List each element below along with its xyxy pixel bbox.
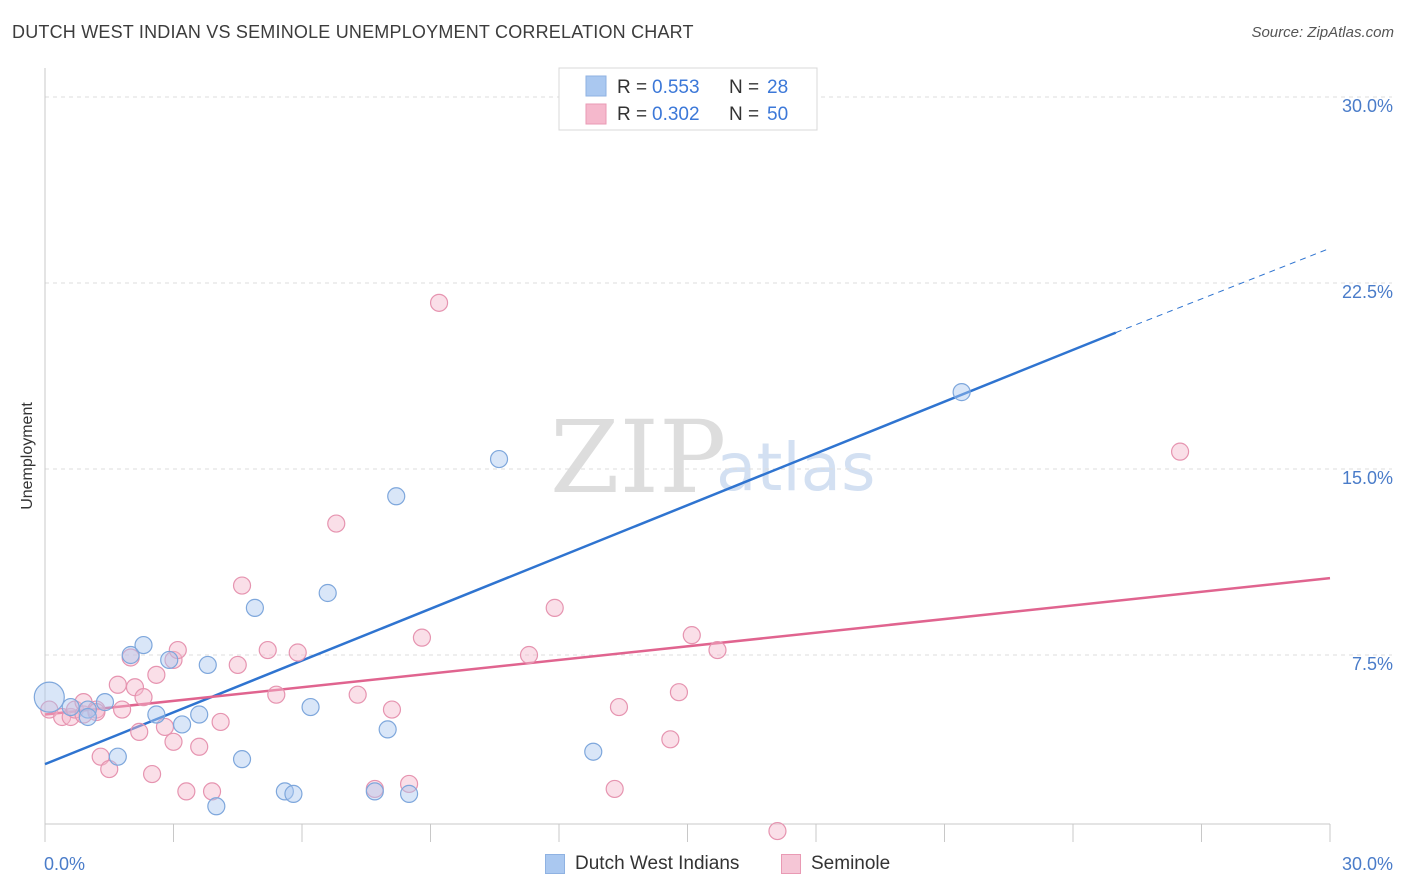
legend-swatch-seminole <box>781 854 801 874</box>
point-seminole <box>349 686 366 703</box>
point-dutch-west-indians <box>191 706 208 723</box>
point-seminole <box>268 686 285 703</box>
point-dutch-west-indians <box>366 783 383 800</box>
point-seminole <box>259 642 276 659</box>
watermark-atlas: atlas <box>716 429 876 506</box>
point-seminole <box>769 823 786 840</box>
legend-r-value-2: 0.302 <box>652 104 700 125</box>
data-points <box>34 294 1188 839</box>
point-seminole <box>328 515 345 532</box>
legend-r-label-1: R = <box>617 77 647 98</box>
point-seminole <box>165 733 182 750</box>
x-tick-label-max: 30.0% <box>1342 854 1393 874</box>
legend-item-seminole: Seminole <box>781 850 890 878</box>
point-seminole <box>670 684 687 701</box>
point-dutch-west-indians <box>388 488 405 505</box>
point-dutch-west-indians <box>96 694 113 711</box>
point-seminole <box>109 676 126 693</box>
point-dutch-west-indians <box>401 785 418 802</box>
trend-lines <box>45 248 1330 764</box>
point-seminole <box>610 699 627 716</box>
legend-n-label-1: N = <box>729 77 759 98</box>
point-seminole <box>1172 443 1189 460</box>
correlation-legend: R = 0.553 N = 28 R = 0.302 N = 50 <box>559 68 817 130</box>
point-seminole <box>144 766 161 783</box>
point-seminole <box>229 656 246 673</box>
legend-item-dutch-west-indians: Dutch West Indians <box>545 850 739 878</box>
point-seminole <box>135 689 152 706</box>
point-seminole <box>114 701 131 718</box>
point-dutch-west-indians <box>585 743 602 760</box>
point-seminole <box>131 723 148 740</box>
point-dutch-west-indians <box>302 699 319 716</box>
point-seminole <box>212 713 229 730</box>
point-seminole <box>521 647 538 664</box>
point-seminole <box>289 644 306 661</box>
x-tick-label-min: 0.0% <box>44 854 85 874</box>
point-dutch-west-indians <box>199 656 216 673</box>
legend-r-label-2: R = <box>617 104 647 125</box>
point-dutch-west-indians <box>208 798 225 815</box>
point-dutch-west-indians <box>62 699 79 716</box>
point-seminole <box>191 738 208 755</box>
legend-label-seminole: Seminole <box>811 853 890 875</box>
point-seminole <box>709 642 726 659</box>
trend-line-dutch-west-indians-extension <box>1116 248 1330 332</box>
point-seminole <box>606 780 623 797</box>
point-seminole <box>148 666 165 683</box>
point-dutch-west-indians <box>174 716 191 733</box>
point-dutch-west-indians <box>135 637 152 654</box>
point-dutch-west-indians <box>161 651 178 668</box>
point-dutch-west-indians <box>319 585 336 602</box>
legend-swatch-dutch-west-indians <box>545 854 565 874</box>
legend-n-value-1: 28 <box>767 77 788 98</box>
point-seminole <box>413 629 430 646</box>
gridlines <box>45 97 1392 655</box>
watermark-zip: ZIP <box>550 399 726 516</box>
legend-r-value-1: 0.553 <box>652 77 700 98</box>
point-seminole <box>683 627 700 644</box>
point-seminole <box>546 599 563 616</box>
legend-label-dutch-west-indians: Dutch West Indians <box>575 853 739 875</box>
point-dutch-west-indians <box>379 721 396 738</box>
scatter-chart: ZIP atlas 7.5% 15.0% 22.5% 30.0% 0.0% 30.0% R… <box>0 0 1406 892</box>
point-seminole <box>431 294 448 311</box>
point-seminole <box>662 731 679 748</box>
legend-n-value-2: 50 <box>767 104 788 125</box>
point-seminole <box>383 701 400 718</box>
point-seminole <box>178 783 195 800</box>
point-dutch-west-indians <box>285 785 302 802</box>
point-dutch-west-indians <box>109 748 126 765</box>
y-tick-label: 30.0% <box>1342 96 1393 116</box>
point-dutch-west-indians <box>491 451 508 468</box>
legend-swatch-blue <box>586 76 606 96</box>
y-tick-label: 22.5% <box>1342 282 1393 302</box>
point-dutch-west-indians <box>148 706 165 723</box>
point-dutch-west-indians <box>34 682 64 712</box>
point-dutch-west-indians <box>79 709 96 726</box>
y-tick-label: 7.5% <box>1352 654 1393 674</box>
y-tick-label: 15.0% <box>1342 468 1393 488</box>
point-seminole <box>234 577 251 594</box>
point-dutch-west-indians <box>953 384 970 401</box>
point-dutch-west-indians <box>234 751 251 768</box>
point-dutch-west-indians <box>246 599 263 616</box>
legend-swatch-pink <box>586 104 606 124</box>
legend-n-label-2: N = <box>729 104 759 125</box>
